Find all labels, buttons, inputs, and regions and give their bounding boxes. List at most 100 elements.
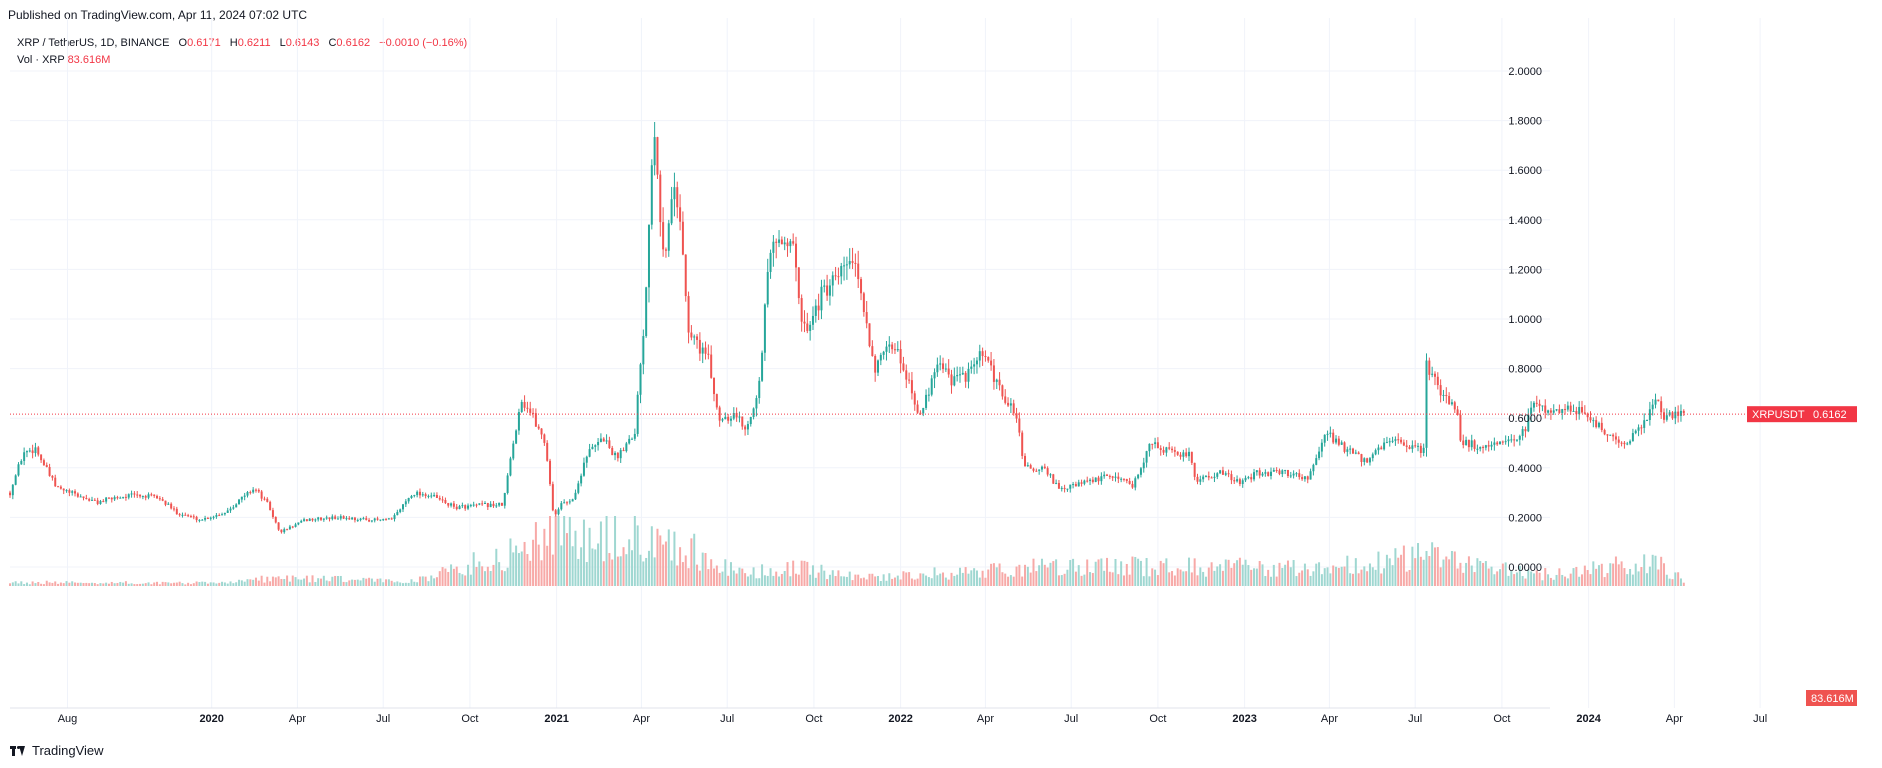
volume-bar [413,581,416,586]
x-tick-label: 2020 [199,713,223,725]
candle-body [11,484,14,496]
volume-bar [308,582,311,586]
volume-bar [735,573,738,586]
volume-row: Vol · XRP 83.616M [17,52,473,69]
candle-body [1193,462,1196,477]
candle-body [1122,478,1125,480]
candle-body [1459,414,1462,441]
candle-body [1284,469,1287,471]
candle-body [735,412,738,418]
candle-body [795,243,798,268]
volume-bar [710,559,713,586]
candle-body [1074,484,1077,487]
candle-body [840,265,843,277]
volume-bar [1072,558,1075,586]
candle-body [532,412,535,414]
volume-bar [891,578,894,586]
volume-bar [662,544,665,586]
candle-body [1171,448,1174,451]
volume-label[interactable]: Vol · XRP [17,54,65,66]
candle-body [1544,405,1547,413]
volume-bar [351,579,354,586]
candle-body [1569,405,1572,412]
volume-bar [1103,570,1106,586]
candle-body [1589,417,1592,421]
symbol-title[interactable]: XRP / TetherUS, 1D, BINANCE [17,37,170,49]
volume-bar [365,578,368,586]
tradingview-footer[interactable]: TradingView [10,743,104,758]
candle-body [797,267,800,299]
price-tag-value: 0.6162 [1813,409,1847,421]
candle-body [379,519,382,521]
volume-bar [1247,565,1250,586]
candle-body [930,378,933,395]
candle-body [1631,433,1634,442]
volume-bar [215,583,218,586]
candle-body [325,517,328,519]
candle-body [1250,477,1253,480]
candle-body [1131,483,1134,488]
volume-bar [811,565,814,586]
candle-body [348,518,351,520]
candle-body [1394,439,1397,441]
volume-bar [348,580,351,586]
volume-bar [455,566,458,586]
candle-body [1374,450,1377,455]
x-tick-label: Oct [1149,713,1166,725]
candle-body [1244,477,1247,481]
volume-bar [755,578,758,586]
candle-body [1439,385,1442,396]
candle-body [1535,402,1538,404]
volume-bar [1272,564,1275,586]
volume-bar [178,581,181,586]
candle-body [195,516,198,521]
candle-body [758,380,761,399]
candle-body [831,275,834,286]
volume-bar [481,566,484,586]
volume-bar [1394,548,1397,586]
volume-bar [1343,566,1346,586]
candle-body [413,495,416,497]
volume-bar [1671,579,1674,586]
candle-body [1646,420,1649,422]
candle-body [520,401,523,413]
volume-tag: 83.616M [1806,690,1857,706]
volume-bar [1329,573,1332,586]
volume-bar [1306,569,1309,586]
candle-body [1114,476,1117,478]
volume-bar [1046,567,1049,586]
candle-body [681,221,684,255]
volume-bar [458,572,461,586]
candle-body [76,493,79,497]
candle-body [79,496,82,498]
volume-bar [1094,561,1097,586]
candle-body [1657,399,1660,402]
candle-body [888,344,891,347]
candle-body [848,261,851,265]
volume-bar [509,538,512,586]
candle-body [936,364,939,373]
price-chart[interactable]: 2.0000 1.8000 1.6000 1.4000 1.2000 1.0000 0.80… [0,0,1882,740]
volume-bar [1057,575,1060,586]
volume-bar [1233,563,1236,586]
volume-bar [534,522,537,586]
candle-body [755,398,758,409]
volume-bar [206,583,209,586]
volume-bar [611,559,614,586]
volume-bar [1501,563,1504,586]
volume-tag-value: 83.616M [1811,693,1854,705]
candle-body [1052,474,1055,484]
candle-body [557,509,560,515]
volume-bar [240,580,243,586]
volume-bar [820,564,823,586]
volume-bar [433,578,436,586]
volume-bar [769,568,772,586]
candle-body [1490,444,1493,447]
volume-bar [1227,559,1230,586]
volume-bar [1173,575,1176,586]
candle-body [300,520,303,523]
volume-bar [54,581,57,586]
candle-body [1518,435,1521,440]
volume-bar [956,574,959,586]
candle-body [161,499,164,501]
